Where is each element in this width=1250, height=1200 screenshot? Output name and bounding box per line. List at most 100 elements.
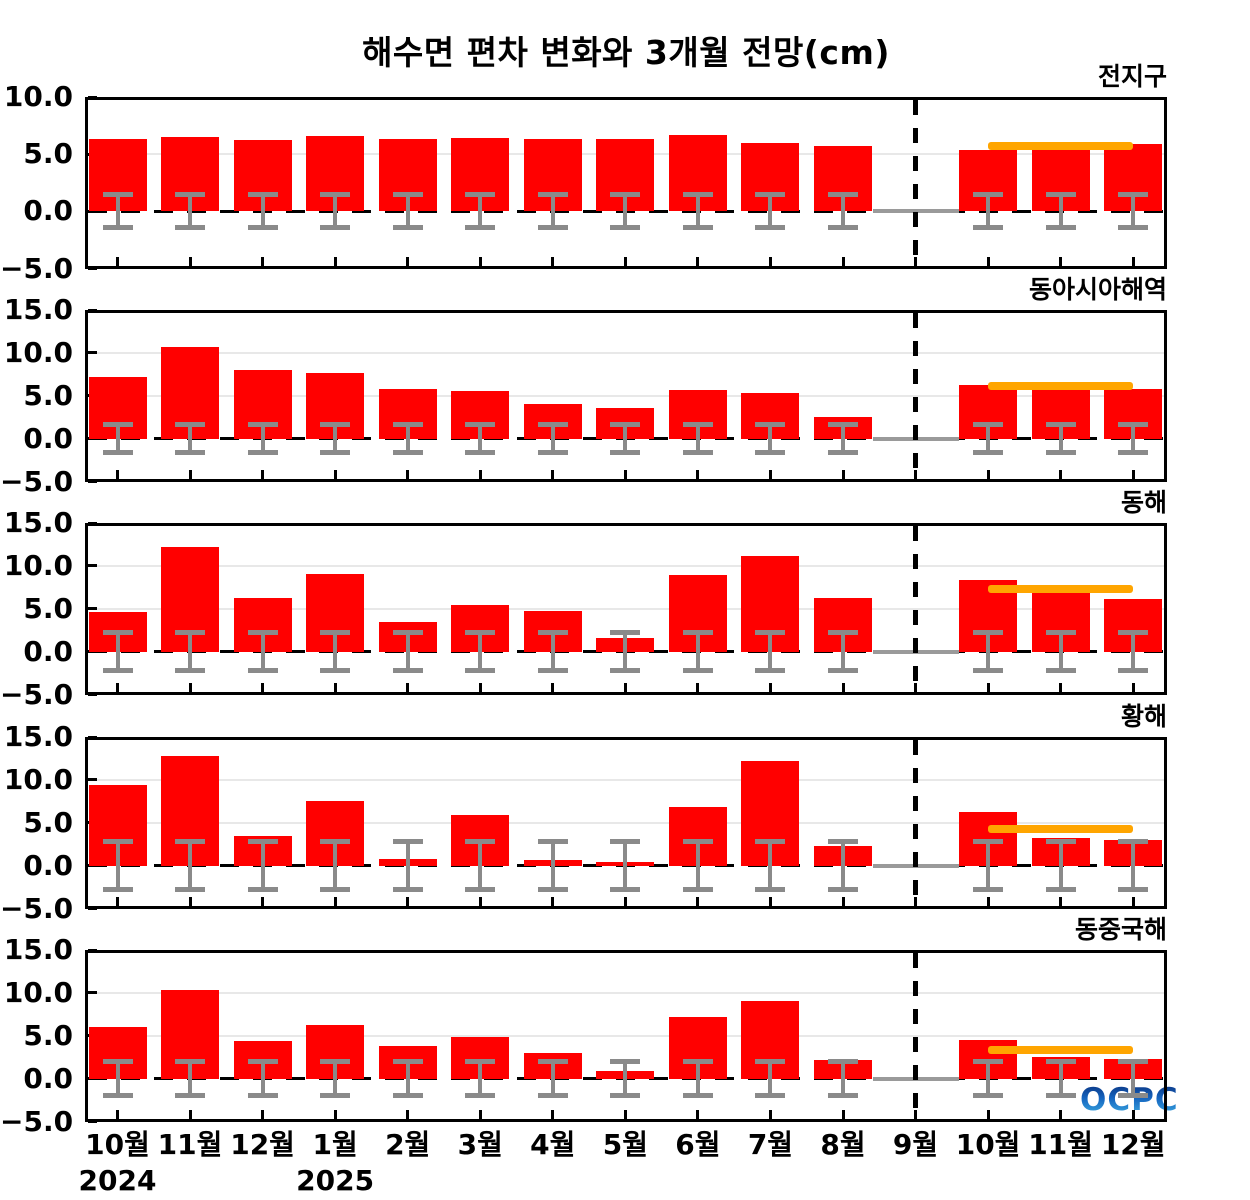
x-tick-mark [261, 256, 265, 266]
error-bar-stem [550, 424, 555, 454]
error-bar-stem [695, 424, 700, 454]
x-tick-label: 10월 [85, 1128, 150, 1161]
error-bar-stem [260, 840, 265, 891]
x-tick-mark [551, 469, 555, 479]
error-bar-cap [175, 887, 206, 893]
error-bar-cap [175, 450, 206, 456]
x-tick-mark [841, 682, 845, 692]
x-tick-label: 1월 [312, 1128, 358, 1161]
error-bar-cap [1045, 1059, 1076, 1065]
error-bar-cap [610, 450, 641, 456]
error-bar-cap [102, 629, 133, 635]
error-bar-cap [465, 1092, 496, 1098]
x-tick-mark [986, 682, 990, 692]
x-tick-mark [1131, 896, 1135, 906]
error-bar-cap [610, 838, 641, 844]
error-bar-cap [537, 192, 568, 198]
error-bar-cap [973, 1059, 1004, 1065]
x-tick-label: 2월 [385, 1128, 431, 1161]
y-tick-label: 5.0 [23, 137, 73, 171]
x-tick-label: 10월 [955, 1128, 1021, 1161]
error-bar-cap [610, 225, 641, 231]
error-bar-cap [465, 422, 496, 428]
error-bar-cap [1118, 668, 1149, 674]
error-bar-cap [537, 422, 568, 428]
x-tick-mark [623, 896, 627, 906]
error-bar-cap [682, 1092, 713, 1098]
error-bar-cap [828, 1092, 858, 1098]
error-bar-cap [828, 629, 858, 635]
gridline [88, 821, 1164, 824]
y-tick-label: 0.0 [23, 194, 73, 228]
error-bar-cap [320, 887, 351, 893]
panel-label: 동중국해 [1074, 915, 1167, 944]
panel-label: 전지구 [1097, 62, 1167, 91]
error-bar-stem [260, 424, 265, 454]
x-tick-mark [188, 682, 192, 692]
error-bar-stem [695, 840, 700, 891]
gridline [88, 351, 1164, 354]
error-bar-cap [1045, 192, 1076, 198]
error-bar-stem [986, 1061, 991, 1096]
error-bar-stem [260, 194, 265, 229]
error-bar-cap [755, 192, 786, 198]
error-bar-cap [247, 1092, 278, 1098]
error-bar-cap [465, 629, 496, 635]
error-bar-cap [320, 629, 351, 635]
error-bar-stem [768, 424, 773, 454]
error-bar-cap [973, 1092, 1004, 1098]
y-tick-mark [88, 267, 97, 270]
x-tick-mark [1131, 256, 1135, 266]
error-bar-stem [841, 1061, 845, 1096]
error-bar-cap [1045, 422, 1076, 428]
error-bar-cap [392, 838, 423, 844]
error-bar-cap [465, 887, 496, 893]
x-tick-mark [841, 469, 845, 479]
y-tick-label: −5.0 [0, 464, 74, 498]
error-bar-cap [537, 1092, 568, 1098]
x-tick-mark [261, 1109, 265, 1119]
error-bar-stem [1131, 194, 1136, 229]
error-bar-cap [392, 1059, 423, 1065]
error-bar-cap [392, 887, 423, 893]
error-bar-cap [102, 450, 133, 456]
error-bar-stem [1058, 424, 1063, 454]
error-bar-cap [465, 450, 496, 456]
y-tick-label: 5.0 [23, 591, 73, 625]
error-bar-cap [828, 450, 858, 456]
x-tick-mark [478, 256, 482, 266]
error-bar-cap [537, 225, 568, 231]
error-bar-cap [1118, 422, 1149, 428]
panel-label: 동아시아해역 [1028, 275, 1167, 304]
error-bar-stem [115, 1061, 120, 1096]
forecast-divider [913, 526, 919, 692]
error-bar-cap [1118, 450, 1149, 456]
error-bar-stem [841, 194, 845, 229]
error-bar-stem [986, 631, 991, 672]
error-bar-cap [1118, 629, 1149, 635]
error-bar-cap [828, 668, 858, 674]
x-tick-mark [333, 469, 337, 479]
x-tick-mark [406, 256, 410, 266]
error-bar-cap [610, 192, 641, 198]
error-bar-stem [478, 631, 483, 672]
error-bar-cap [465, 668, 496, 674]
gridline [88, 564, 1164, 567]
error-bar-cap [320, 1092, 351, 1098]
error-bar-cap [682, 887, 713, 893]
error-bar-stem [550, 194, 555, 229]
x-tick-mark [1059, 682, 1063, 692]
x-tick-mark [623, 682, 627, 692]
error-bar-stem [260, 1061, 265, 1096]
x-tick-mark [768, 256, 772, 266]
error-bar-stem [333, 194, 338, 229]
error-bar-cap [755, 668, 786, 674]
error-bar-cap [682, 668, 713, 674]
y-tick-mark [88, 948, 97, 952]
error-bar-stem [1131, 840, 1136, 891]
error-bar-cap [175, 1092, 206, 1098]
error-bar-stem [1131, 631, 1136, 672]
y-tick-label: 5.0 [23, 378, 73, 412]
panel-box [85, 523, 1167, 695]
y-tick-label: 0.0 [23, 634, 73, 668]
